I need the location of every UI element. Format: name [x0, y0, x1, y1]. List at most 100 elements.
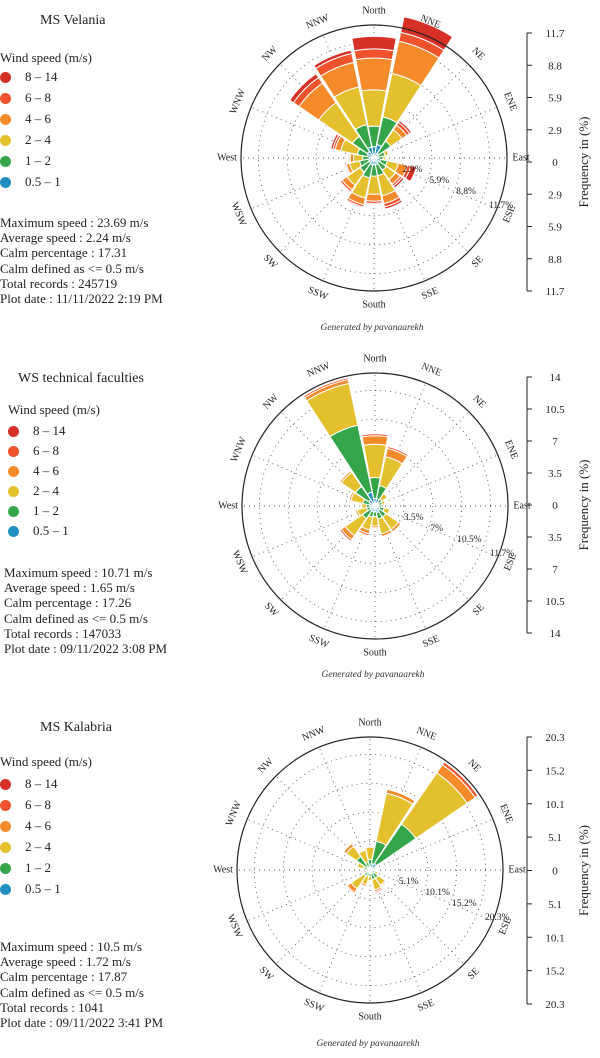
direction-label: SE — [466, 966, 482, 982]
direction-label: SW — [262, 601, 281, 620]
axis-tick-label: 5.1 — [548, 899, 562, 911]
axis-tick-label: 15.2 — [545, 765, 564, 777]
direction-label: East — [512, 152, 529, 163]
axis-tick-label: 10.1 — [545, 799, 564, 811]
axis-tick-label: 8.8 — [548, 254, 562, 266]
legend-swatch — [0, 92, 11, 104]
bar-segment — [443, 760, 480, 797]
panel-ms-kalabria: MS Kalabria Wind speed (m/s) 8 – 14 6 – … — [0, 697, 600, 1058]
ring-label: 5.9% — [429, 176, 449, 186]
stat-plot-date: Plot date : 09/11/2022 3:08 PM — [4, 641, 168, 657]
bar-segment — [386, 788, 417, 802]
bar-segment — [404, 165, 417, 183]
legend-title: Wind speed (m/s) — [8, 402, 100, 417]
ring-label: 15.2% — [452, 899, 477, 909]
direction-label: West — [218, 500, 238, 511]
bars — [288, 16, 454, 210]
direction-label: East — [508, 864, 525, 875]
stat-plot-date: Plot date : 09/11/2022 3:41 PM — [0, 1015, 164, 1031]
axis-tick-label: 11.7 — [546, 28, 565, 40]
grid-spoke — [373, 106, 498, 159]
direction-label: WSW — [229, 201, 249, 228]
stat-avg-speed: Average speed : 2.24 m/s — [0, 230, 131, 246]
grid-spoke — [323, 505, 376, 630]
axis-tick-label: 0 — [552, 500, 558, 512]
direction-label: NNE — [415, 725, 438, 743]
axis-tick-label: 0 — [552, 157, 558, 169]
bar-segment — [288, 72, 320, 104]
bar-segment — [361, 433, 389, 438]
direction-label: SSE — [420, 285, 440, 302]
bar-segment — [383, 503, 385, 509]
ring-label: 2.9% — [403, 165, 423, 175]
legend-item: 0.5 – 1 — [8, 522, 69, 540]
legend-swatch — [0, 155, 11, 167]
legend-swatch — [0, 71, 11, 83]
legend-item: 4 – 6 — [0, 817, 51, 835]
station-stats: Maximum speed : 23.69 m/s Average speed … — [0, 215, 163, 306]
grid-spoke — [322, 157, 375, 282]
legend-swatch — [0, 113, 11, 125]
panel-ms-velania: MS Velania Wind speed (m/s) 8 – 14 6 – 8… — [0, 0, 600, 345]
axis-tick-label: 20.3 — [545, 732, 565, 744]
grid-spoke — [373, 157, 498, 210]
bar-segment — [386, 154, 389, 162]
legend-swatch — [0, 820, 11, 832]
direction-label: West — [217, 152, 237, 163]
bar-segment — [330, 133, 340, 150]
legend-item: 8 – 14 — [0, 68, 58, 86]
legend-item: 2 – 4 — [0, 838, 51, 856]
legend-item: 6 – 8 — [8, 442, 59, 460]
ring-label: 3.5% — [404, 513, 424, 523]
grid-spoke — [251, 505, 376, 558]
bar-segment — [343, 163, 350, 176]
direction-label: ENE — [501, 91, 519, 113]
legend-item: 8 – 14 — [8, 422, 66, 440]
ring-label: 11.7% — [490, 549, 514, 559]
direction-label: SW — [257, 965, 276, 984]
direction-label: NNW — [301, 724, 328, 744]
ring-label: 20.3% — [485, 913, 510, 923]
bar-segment — [353, 509, 359, 519]
direction-label: NE — [469, 45, 486, 62]
bar-segment — [386, 445, 409, 458]
direction-label: South — [358, 1011, 381, 1022]
bar-segment — [339, 528, 353, 542]
legend-item: 1 – 2 — [8, 502, 59, 520]
frequency-axis: 14 10.5 7 3.5 0 3.5 7 10.5 14 Frequency in (%) — [526, 372, 591, 640]
grid-ring — [282, 782, 458, 958]
grid-spoke — [250, 106, 375, 159]
direction-label: NW — [256, 756, 276, 776]
bar-segment — [357, 847, 367, 853]
credit-text: Generated by pavanaarekh — [321, 670, 424, 680]
direction-label: WNW — [229, 435, 249, 464]
ring-label: 7% — [430, 524, 443, 534]
bar-segment — [365, 193, 383, 202]
grid-spoke — [374, 411, 470, 507]
direction-label: WNW — [224, 799, 244, 828]
bar-segment — [357, 529, 370, 537]
bars — [302, 376, 409, 542]
direction-label: NNW — [306, 360, 333, 380]
station-stats: Maximum speed : 10.5 m/s Average speed :… — [0, 939, 163, 1030]
station-title: MS Kalabria — [40, 720, 112, 735]
legend-item: 4 – 6 — [8, 462, 59, 480]
stat-calm-pct: Calm percentage : 17.87 — [0, 969, 128, 985]
axis-tick-label: 2.9 — [548, 189, 562, 201]
bar-segment — [374, 887, 384, 894]
bar-segment — [345, 885, 355, 895]
grid-spoke — [279, 63, 375, 159]
legend-swatch — [8, 465, 19, 477]
direction-label: NW — [261, 392, 281, 412]
legend-item: 2 – 4 — [0, 131, 51, 149]
bar-segment — [355, 57, 393, 92]
axis-title: Frequency in (%) — [576, 825, 591, 916]
direction-label: East — [513, 500, 530, 511]
grid-spoke — [374, 382, 427, 507]
direction-label: WSW — [225, 913, 245, 940]
stat-total-records: Total records : 245719 — [0, 275, 118, 291]
axis-tick-label: 14 — [550, 372, 562, 384]
bar-segment — [392, 176, 405, 189]
direction-label: SW — [261, 253, 280, 272]
credit-text: Generated by pavanaarekh — [316, 1039, 419, 1049]
